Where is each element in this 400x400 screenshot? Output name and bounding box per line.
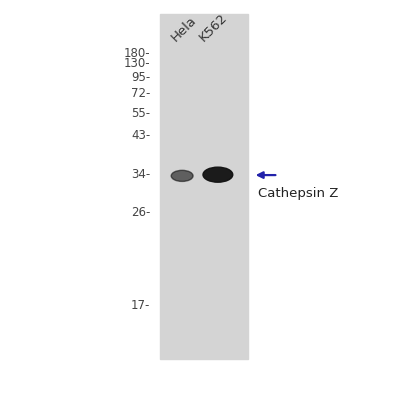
Ellipse shape xyxy=(171,170,193,182)
Text: 17-: 17- xyxy=(131,299,150,312)
Text: Cathepsin Z: Cathepsin Z xyxy=(258,186,338,200)
Text: 26-: 26- xyxy=(131,206,150,219)
Bar xyxy=(160,14,248,359)
Text: 130-: 130- xyxy=(124,57,150,70)
Text: 34-: 34- xyxy=(131,168,150,181)
Text: 180-: 180- xyxy=(124,47,150,60)
Text: 55-: 55- xyxy=(131,107,150,120)
Text: K562: K562 xyxy=(197,11,230,44)
Text: Hela: Hela xyxy=(169,14,199,44)
Ellipse shape xyxy=(203,167,233,182)
Text: 72-: 72- xyxy=(131,87,150,100)
Text: 95-: 95- xyxy=(131,71,150,84)
Text: 43-: 43- xyxy=(131,128,150,142)
